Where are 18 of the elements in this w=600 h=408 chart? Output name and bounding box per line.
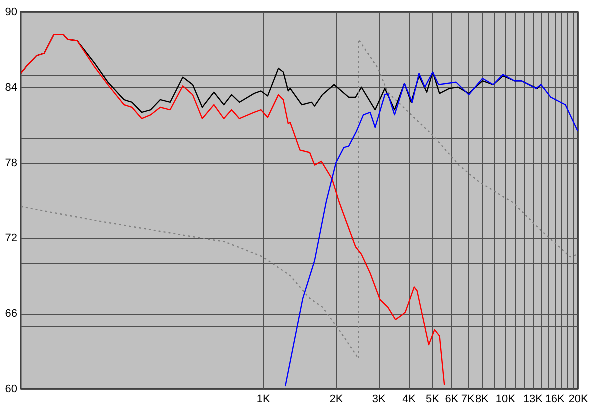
y-tick-label: 90: [5, 6, 18, 18]
y-tick-label: 66: [5, 308, 18, 320]
x-tick-label: 16K: [545, 394, 566, 406]
x-tick-label: 1K: [256, 394, 271, 406]
x-tick-label: 20K: [568, 394, 589, 406]
x-tick-label: 13K: [523, 394, 544, 406]
x-tick-label: 8K: [475, 394, 490, 406]
x-tick-label: 5K: [426, 394, 440, 406]
x-tick-label: 7K: [461, 394, 476, 406]
x-tick-label: 10K: [496, 394, 516, 406]
y-tick-label: 78: [5, 157, 18, 170]
x-tick-label: 3K: [372, 394, 386, 406]
y-tick-label: 84: [5, 82, 18, 94]
y-tick-label: 72: [5, 232, 18, 245]
y-tick-label: 60: [5, 384, 18, 396]
x-tick-label: 6K: [445, 394, 460, 406]
x-tick-label: 2K: [330, 394, 344, 406]
x-tick-label: 4K: [402, 394, 417, 406]
